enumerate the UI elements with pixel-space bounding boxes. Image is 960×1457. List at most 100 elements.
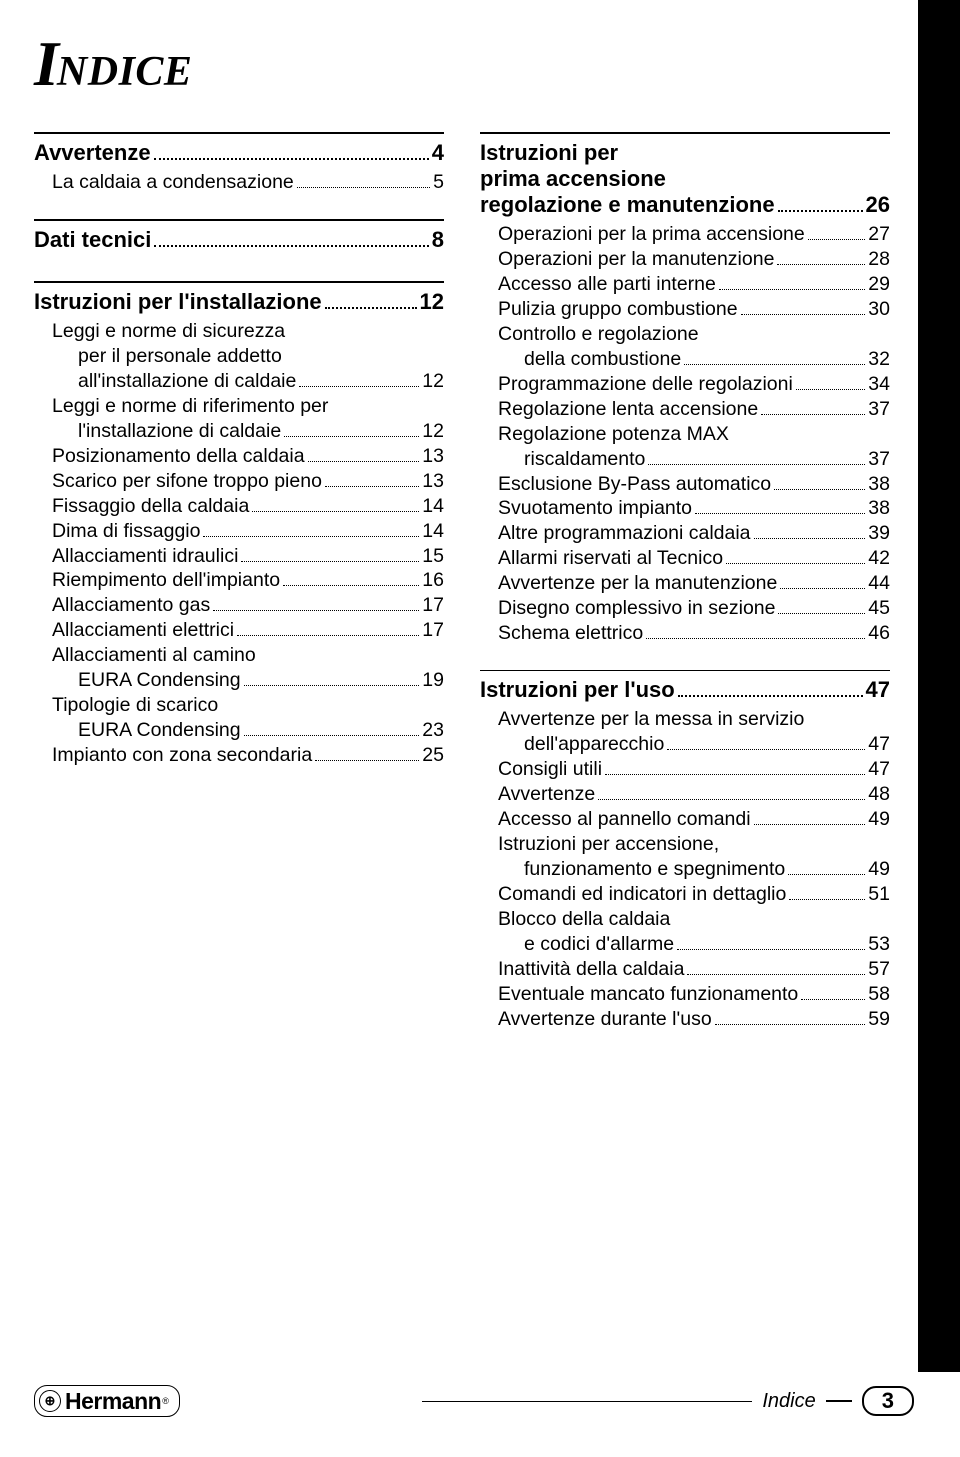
toc-entry-page: 51 xyxy=(868,882,890,907)
leader-dots xyxy=(801,999,865,1000)
toc-entry-page: 17 xyxy=(422,593,444,618)
toc-entry-page: 15 xyxy=(422,544,444,569)
leader-dots xyxy=(684,364,865,365)
footer-rule xyxy=(422,1401,752,1402)
leader-dots xyxy=(678,695,863,697)
toc-entry-page: 44 xyxy=(868,571,890,596)
toc-entry-line: Leggi e norme di riferimento per xyxy=(34,394,444,419)
leader-dots xyxy=(667,749,865,750)
toc-entry-label: dell'apparecchio xyxy=(524,732,664,757)
toc-entry-label: Dima di fissaggio xyxy=(52,519,200,544)
toc-entry-line: Allacciamenti al camino xyxy=(34,643,444,668)
toc-entry-page: 49 xyxy=(868,857,890,882)
toc-entry-page: 13 xyxy=(422,444,444,469)
leader-dots xyxy=(308,461,420,462)
toc-entry-page: 49 xyxy=(868,807,890,832)
side-label-utilizzatore: parti per l'utilizzatore xyxy=(952,470,960,625)
page-title: I NDICE xyxy=(34,32,914,96)
toc-section-heading: Istruzioni per l'uso47 xyxy=(480,677,890,703)
toc-entry-line: Controllo e regolazione xyxy=(480,322,890,347)
toc-entry-label: della combustione xyxy=(524,347,681,372)
leader-dots xyxy=(754,824,866,825)
leader-dots xyxy=(297,187,430,188)
leader-dots xyxy=(241,561,419,562)
toc-entry-page: 38 xyxy=(868,472,890,497)
footer: ⊕ Hermann ® Indice 3 xyxy=(34,1385,914,1417)
toc-entry-label: Inattività della caldaia xyxy=(498,957,684,982)
leader-dots xyxy=(726,563,865,564)
toc-entry-page: 12 xyxy=(422,419,444,444)
page-number-badge: 3 xyxy=(862,1386,914,1416)
toc-entry: Comandi ed indicatori in dettaglio51 xyxy=(480,882,890,907)
section-rule xyxy=(34,281,444,283)
toc-entry: Allacciamento gas 17 xyxy=(34,593,444,618)
toc-entry-page: 38 xyxy=(868,496,890,521)
leader-dots xyxy=(719,289,865,290)
leader-dots xyxy=(244,735,420,736)
toc-entry-page: 28 xyxy=(868,247,890,272)
toc-left-column: Avvertenze4La caldaia a condensazione5Da… xyxy=(34,132,444,1032)
leader-dots xyxy=(808,239,866,240)
leader-dots xyxy=(605,774,865,775)
toc-heading-page: 47 xyxy=(866,677,890,703)
toc-heading-page: 26 xyxy=(866,192,890,218)
leader-dots xyxy=(677,949,865,950)
toc-entry-line: Istruzioni per accensione, xyxy=(480,832,890,857)
toc-entry-page: 27 xyxy=(868,222,890,247)
toc-entry-page: 45 xyxy=(868,596,890,621)
brand-name: Hermann xyxy=(65,1388,161,1415)
toc-entry-label: Scarico per sifone troppo pieno xyxy=(52,469,322,494)
leader-dots xyxy=(788,874,865,875)
toc-entry: Fissaggio della caldaia14 xyxy=(34,494,444,519)
toc-section-heading: Istruzioni perprima accensioneregolazion… xyxy=(480,140,890,218)
toc-entry-label: Svuotamento impianto xyxy=(498,496,692,521)
toc-entry: Allarmi riservati al Tecnico42 xyxy=(480,546,890,571)
section-rule xyxy=(480,670,890,671)
toc-entry-label: all'installazione di caldaie xyxy=(78,369,296,394)
leader-dots xyxy=(154,245,428,247)
toc-entry: l'installazione di caldaie12 xyxy=(34,419,444,444)
toc-entry: La caldaia a condensazione5 xyxy=(34,170,444,195)
toc-entry: Operazioni per la manutenzione28 xyxy=(480,247,890,272)
toc-entry-page: 47 xyxy=(868,757,890,782)
toc-entry-page: 42 xyxy=(868,546,890,571)
leader-dots xyxy=(761,414,865,415)
toc-entry-page: 57 xyxy=(868,957,890,982)
toc-entry-page: 53 xyxy=(868,932,890,957)
registered-icon: ® xyxy=(162,1396,169,1406)
toc-section-heading: Istruzioni per l'installazione12 xyxy=(34,289,444,315)
footer-right: Indice 3 xyxy=(422,1386,914,1416)
toc-entry-label: Avvertenze xyxy=(498,782,595,807)
toc-entry-line: Regolazione potenza MAX xyxy=(480,422,890,447)
toc-entry-line: per il personale addetto xyxy=(34,344,444,369)
toc-heading-line: regolazione e manutenzione26 xyxy=(480,192,890,218)
toc-entry: dell'apparecchio47 xyxy=(480,732,890,757)
leader-dots xyxy=(777,264,865,265)
toc-entry-label: EURA Condensing xyxy=(78,668,241,693)
leader-dots xyxy=(741,314,866,315)
toc-entry-label: Avvertenze durante l'uso xyxy=(498,1007,712,1032)
toc-entry: Consigli utili47 xyxy=(480,757,890,782)
toc-entry-page: 30 xyxy=(868,297,890,322)
toc-entry-page: 19 xyxy=(422,668,444,693)
toc-entry: all'installazione di caldaie12 xyxy=(34,369,444,394)
toc-entry: funzionamento e spegnimento49 xyxy=(480,857,890,882)
toc-entry: Avvertenze per la manutenzione44 xyxy=(480,571,890,596)
toc-entry-page: 37 xyxy=(868,397,890,422)
leader-dots xyxy=(283,585,419,586)
spacer xyxy=(480,646,890,670)
toc-section-heading: Avvertenze4 xyxy=(34,140,444,166)
toc-entry: Svuotamento impianto 38 xyxy=(480,496,890,521)
leader-dots xyxy=(299,386,419,387)
toc-entry-label: Allacciamento gas xyxy=(52,593,210,618)
toc-entry-label: e codici d'allarme xyxy=(524,932,674,957)
toc-entry: Schema elettrico46 xyxy=(480,621,890,646)
toc-entry: Operazioni per la prima accensione27 xyxy=(480,222,890,247)
toc-entry: Scarico per sifone troppo pieno13 xyxy=(34,469,444,494)
toc-entry-page: 14 xyxy=(422,519,444,544)
toc-right-column: Istruzioni perprima accensioneregolazion… xyxy=(480,132,890,1032)
section-rule xyxy=(34,219,444,221)
toc-entry-page: 25 xyxy=(422,743,444,768)
footer-dash-icon xyxy=(826,1400,852,1402)
toc-entry: Accesso alle parti interne29 xyxy=(480,272,890,297)
